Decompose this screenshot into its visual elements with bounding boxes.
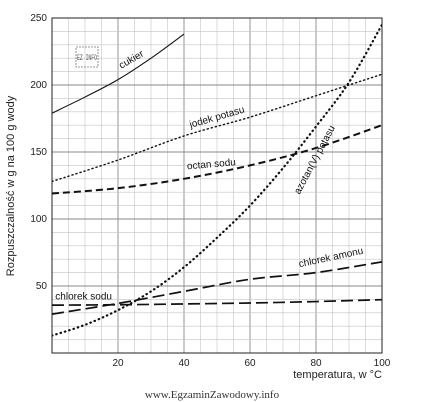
series-chlorek-sodu-line	[52, 298, 382, 307]
x-tick-label: 100	[374, 358, 391, 369]
curve-label: chlorek sodu	[55, 291, 112, 302]
x-tick-label: 20	[112, 358, 124, 369]
y-tick-label: 100	[30, 214, 47, 225]
y-tick-label: 50	[36, 281, 48, 292]
curve-label: cukier	[117, 48, 146, 71]
x-tick-label: 60	[244, 358, 256, 369]
y-axis-title: Rozpuszczalność w g na 100 g wody	[5, 95, 17, 276]
x-tick-label: 40	[178, 358, 190, 369]
series-cukier-line	[52, 33, 185, 114]
site-logo: EZ INFO	[75, 46, 99, 68]
y-tick-label: 250	[30, 13, 47, 24]
x-axis-ticks: 20 40 60 80 100	[112, 358, 390, 369]
x-tick-label: 80	[310, 358, 322, 369]
y-tick-label: 150	[30, 147, 47, 158]
series-jodek-potasu-line	[52, 73, 382, 183]
series-layer	[52, 23, 382, 337]
svg-text:EZ INFO: EZ INFO	[77, 54, 97, 63]
x-axis-title: temperatura, w °C	[293, 369, 382, 381]
series-octan-sodu-line	[52, 124, 382, 195]
chart-grid	[52, 18, 382, 353]
watermark-text: www.EgzaminZawodowy.info	[145, 389, 280, 401]
y-axis-ticks: 50 100 150 200 250	[30, 13, 47, 292]
series-azotan-v-potasu-line	[52, 23, 382, 337]
y-tick-label: 200	[30, 80, 47, 91]
plot-frame	[51, 17, 383, 354]
curve-label: octan sodu	[187, 157, 237, 172]
